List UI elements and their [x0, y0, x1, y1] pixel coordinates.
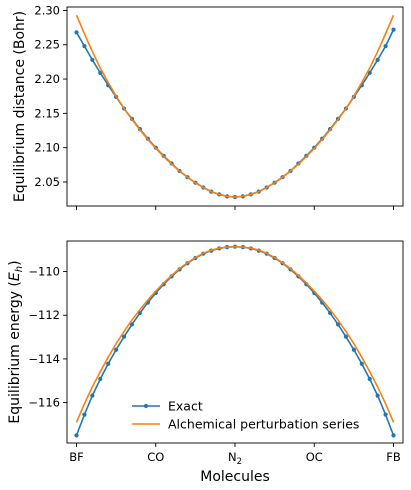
chart-panel-2: −116 −114 −112 −110 BF CO N2 OC FB Equilibrium en… [7, 240, 404, 485]
x-tick-label-text: OC [306, 450, 323, 464]
x-tick-label-subscript: 2 [237, 457, 242, 467]
data-point [114, 347, 119, 352]
data-point [375, 393, 380, 398]
series-line-alchemical [75, 245, 395, 423]
y-tick-label: −112 [28, 308, 60, 322]
x-tick-label-text: FB [386, 450, 401, 464]
data-point [82, 412, 87, 417]
y-axis-label: Equilibrium energy (Eh) [7, 260, 25, 423]
series-line-alchemical [75, 14, 395, 198]
data-point [359, 361, 364, 366]
data-point [129, 322, 135, 327]
y-tick-label: 2.30 [34, 3, 60, 17]
data-point [335, 322, 341, 327]
legend-label: Alchemical perturbation series [168, 417, 359, 432]
y-tick-label: 2.10 [34, 141, 60, 155]
data-point [74, 30, 79, 35]
x-tick-label: N2 [228, 450, 242, 467]
y-tick-label: −116 [28, 396, 60, 410]
data-point [351, 347, 356, 352]
chart-panel-1: 2.05 2.10 2.15 2.20 2.25 2.30 Equilibrium dist… [12, 3, 404, 210]
data-point [383, 44, 388, 49]
data-point [367, 70, 372, 75]
x-tick-label-text: CO [147, 450, 164, 464]
data-point [98, 70, 103, 75]
data-point [90, 57, 95, 62]
legend: Exact Alchemical perturbation series [132, 399, 359, 432]
data-point [74, 433, 79, 438]
data-point [106, 361, 111, 366]
data-point [391, 433, 396, 438]
data-point [367, 376, 372, 382]
data-point [90, 393, 95, 398]
y-tick-label: −114 [28, 352, 60, 366]
data-point [391, 27, 396, 32]
x-tick-label: CO [147, 450, 164, 464]
legend-marker [143, 403, 149, 409]
y-tick-label: 2.15 [34, 106, 60, 120]
y-tick-label: −110 [28, 265, 60, 279]
y-tick-label: 2.20 [34, 72, 60, 86]
x-tick-label-text: BF [69, 450, 84, 464]
data-point [375, 57, 380, 62]
data-point [98, 376, 103, 382]
y-tick-label: 2.25 [34, 38, 60, 52]
legend-label: Exact [168, 399, 203, 414]
x-tick-label: BF [69, 450, 84, 464]
data-point [383, 412, 388, 417]
data-point [121, 334, 127, 339]
data-point [343, 334, 349, 339]
x-tick-label-text: N [228, 450, 237, 464]
x-axis-label: Molecules [200, 469, 270, 485]
y-tick-label: 2.05 [34, 175, 60, 189]
data-point [82, 44, 87, 49]
x-tick-label: OC [306, 450, 323, 464]
y-axis-label: Equilibrium distance (Bohr) [12, 11, 28, 202]
x-tick-label: FB [386, 450, 401, 464]
